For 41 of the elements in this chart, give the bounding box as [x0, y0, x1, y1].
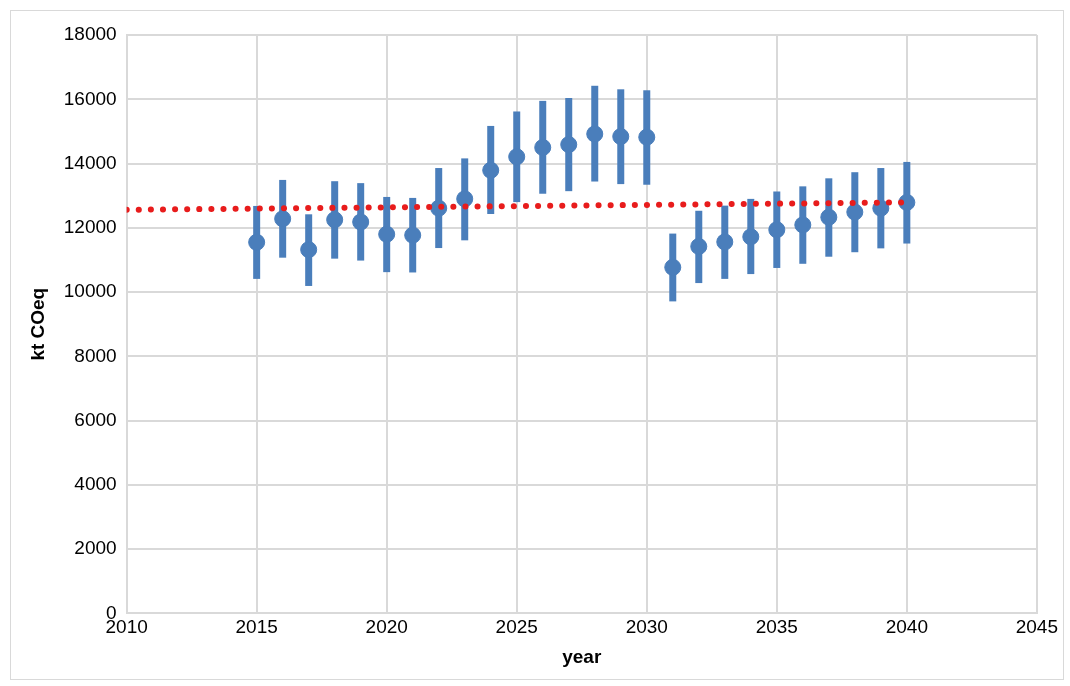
point: [482, 161, 500, 179]
point: [456, 190, 474, 208]
point: [300, 241, 318, 259]
point: [508, 148, 526, 166]
point: [534, 138, 552, 156]
point: [378, 225, 396, 243]
point: [248, 233, 266, 251]
point: [846, 203, 864, 221]
y-tick-label: 8000: [74, 344, 117, 366]
x-tick-label: 2030: [625, 616, 668, 638]
point: [274, 210, 292, 228]
y-tick-label: 14000: [63, 151, 117, 173]
x-tick-label: 2045: [1015, 616, 1059, 638]
y-tick-label: 16000: [63, 87, 117, 109]
point: [404, 226, 422, 244]
y-tick-label: 18000: [63, 23, 117, 45]
point: [768, 221, 786, 239]
x-tick-label: 2025: [495, 616, 538, 638]
point: [690, 237, 708, 255]
point: [638, 128, 656, 146]
x-axis-title: year: [562, 645, 602, 667]
y-tick-label: 10000: [63, 280, 117, 302]
y-tick-label: 2000: [74, 537, 117, 559]
x-tick-label: 2040: [885, 616, 928, 638]
point: [326, 211, 344, 229]
x-tick-label: 2020: [365, 616, 408, 638]
point: [352, 213, 370, 231]
y-tick-label: 4000: [74, 473, 117, 495]
point: [560, 136, 578, 154]
point: [586, 125, 604, 143]
x-tick-label: 2015: [235, 616, 278, 638]
point: [742, 228, 760, 246]
point: [820, 208, 838, 226]
y-axis-title: kt COeq: [26, 287, 48, 361]
y-tick-label: 12000: [63, 216, 117, 238]
point: [716, 233, 734, 251]
x-tick-label: 2035: [755, 616, 798, 638]
point: [612, 128, 630, 146]
point: [664, 258, 682, 276]
point: [794, 216, 812, 234]
y-tick-label: 6000: [74, 408, 117, 430]
